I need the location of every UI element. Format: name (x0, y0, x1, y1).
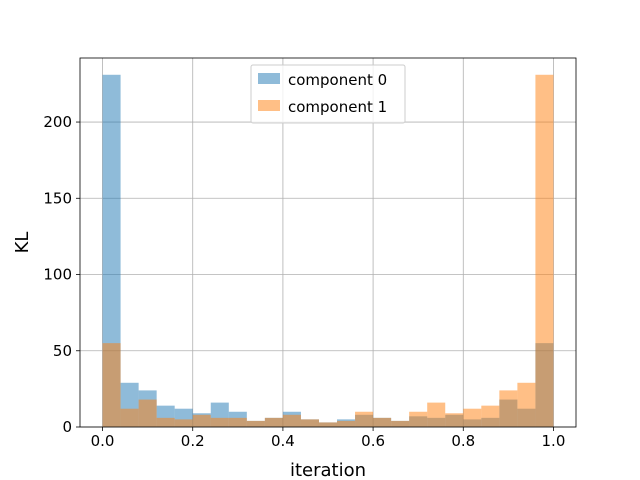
histogram-bar-component-1 (318, 422, 338, 427)
y-axis-label: KL (12, 232, 33, 254)
histogram-bar-component-1 (535, 74, 554, 427)
histogram-bar-component-1 (246, 420, 265, 427)
histogram-bars (102, 74, 554, 427)
axis-ticks: 0.0 0.2 0.4 0.6 0.8 1.0 0 50 100 150 200 (43, 113, 565, 450)
histogram-bar-component-1 (337, 420, 356, 427)
x-tick-label: 0.8 (451, 432, 475, 450)
legend-swatch-component-1 (258, 100, 280, 111)
histogram-bar-component-1 (373, 417, 392, 427)
x-tick-label: 0.0 (91, 432, 115, 450)
x-tick-label: 0.6 (361, 432, 385, 450)
histogram-bar-component-1 (481, 405, 500, 427)
legend: component 0 component 1 (250, 64, 406, 124)
y-tick-label: 200 (43, 113, 72, 131)
histogram-bar-component-1 (391, 420, 410, 427)
x-tick-label: 0.4 (271, 432, 295, 450)
histogram-bar-component-0 (102, 74, 121, 427)
histogram-bar-component-1 (138, 399, 157, 427)
legend-label-component-0: component 0 (288, 71, 387, 89)
histogram-bar-component-1 (463, 408, 482, 427)
y-tick-label: 50 (53, 342, 72, 360)
y-tick-label: 150 (43, 189, 72, 207)
histogram-bar-component-1 (156, 417, 175, 427)
histogram-bar-component-1 (120, 408, 139, 427)
legend-swatch-component-0 (258, 73, 280, 84)
histogram-bar-component-1 (499, 390, 518, 427)
histogram-bar-component-1 (174, 419, 193, 427)
histogram-bar-component-1 (264, 417, 283, 427)
histogram-bar-component-1 (210, 417, 229, 427)
histogram-bar-component-1 (355, 411, 374, 427)
histogram-bar-component-1 (445, 413, 464, 427)
histogram-bar-component-1 (517, 382, 536, 427)
x-tick-label: 1.0 (542, 432, 566, 450)
plot-frame (79, 57, 577, 428)
histogram-bar-component-1 (228, 417, 247, 427)
y-tick-label: 0 (62, 418, 72, 436)
y-tick-label: 100 (43, 266, 72, 284)
x-axis-label: iteration (290, 460, 366, 480)
histogram-bar-component-1 (102, 343, 121, 427)
x-tick-label: 0.2 (181, 432, 205, 450)
histogram-bar-component-1 (282, 414, 301, 427)
histogram-bar-component-1 (192, 414, 211, 427)
histogram-bar-component-1 (300, 419, 319, 427)
histogram-bar-component-1 (427, 402, 446, 427)
legend-label-component-1: component 1 (288, 98, 387, 116)
histogram-bar-component-1 (409, 411, 428, 427)
legend-box (250, 64, 406, 124)
